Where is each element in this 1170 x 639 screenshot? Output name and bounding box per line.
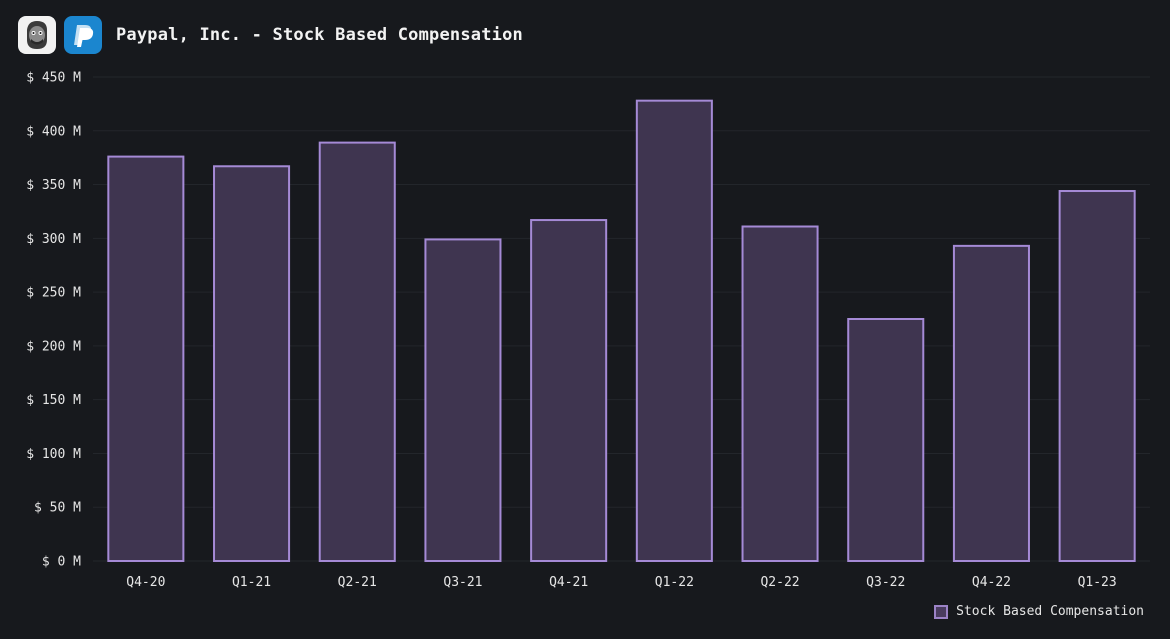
bars [107,99,1136,563]
y-tick-label: $ 0 M [42,555,81,570]
y-tick-label: $ 100 M [26,447,81,462]
y-tick-label: $ 50 M [34,501,81,516]
y-tick-label: $ 450 M [26,71,81,86]
legend-swatch [934,604,949,619]
bar-q1-23[interactable] [1058,190,1136,563]
bar-q3-22[interactable] [847,318,925,562]
bar-q2-22[interactable] [741,225,819,562]
chart-header: Paypal, Inc. - Stock Based Compensation [18,15,523,55]
x-tick-label: Q1-22 [655,575,694,590]
x-tick-label: Q2-21 [338,575,377,590]
bar-q4-22[interactable] [952,244,1030,563]
paypal-logo-icon [64,16,102,54]
x-tick-label: Q1-21 [232,575,271,590]
page-title: Paypal, Inc. - Stock Based Compensation [116,25,523,45]
cartoon-face-avatar-icon [18,16,56,54]
x-tick-label: Q4-20 [126,575,165,590]
y-tick-label: $ 200 M [26,339,81,354]
x-tick-label: Q4-22 [972,575,1011,590]
x-tick-label: Q2-22 [760,575,799,590]
bar-q4-20[interactable] [107,155,185,562]
x-tick-label: Q4-21 [549,575,588,590]
x-tick-label: Q3-21 [443,575,482,590]
bar-chart: $ 0 M $ 50 M $ 100 M $ 150 M $ 200 M $ 250 M $… [26,71,1150,590]
bar-q1-21[interactable] [213,165,291,562]
y-tick-label: $ 300 M [26,232,81,247]
y-tick-label: $ 400 M [26,124,81,139]
legend-label: Stock Based Compensation [956,604,1144,619]
y-tick-label: $ 250 M [26,286,81,301]
bar-q3-21[interactable] [424,238,502,563]
bar-q1-22[interactable] [635,99,713,562]
x-tick-label: Q1-23 [1078,575,1117,590]
bar-q2-21[interactable] [318,141,396,562]
chart-legend[interactable]: Stock Based Compensation [934,604,1144,619]
x-tick-label: Q3-22 [866,575,905,590]
y-tick-label: $ 350 M [26,178,81,193]
x-axis-ticks: Q4-20 Q1-21 Q2-21 Q3-21 Q4-21 Q1-22 Q2-22 Q3-22… [126,575,1116,590]
y-axis-ticks: $ 0 M $ 50 M $ 100 M $ 150 M $ 200 M $ 250 M $… [26,71,81,570]
bar-q4-21[interactable] [530,219,608,562]
y-tick-label: $ 150 M [26,393,81,408]
